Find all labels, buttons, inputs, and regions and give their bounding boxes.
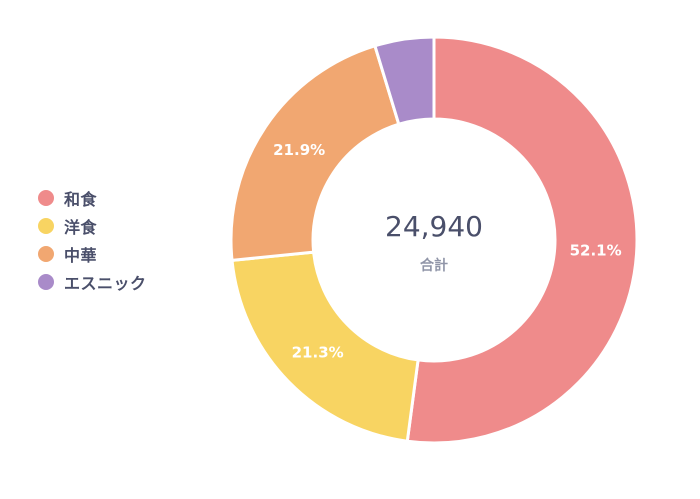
legend-item-yoshoku[interactable]: 洋食 bbox=[38, 217, 147, 237]
slice-value-label: 52.1% bbox=[570, 242, 622, 260]
legend-swatch bbox=[38, 246, 54, 262]
legend-label: 洋食 bbox=[64, 218, 98, 237]
legend-swatch bbox=[38, 190, 54, 206]
donut-slice[interactable] bbox=[230, 250, 420, 443]
slice-value-label: 21.9% bbox=[273, 141, 325, 159]
slice-value-label: 21.3% bbox=[292, 344, 344, 362]
legend-label: 中華 bbox=[64, 246, 98, 265]
legend-item-washoku[interactable]: 和食 bbox=[38, 189, 147, 209]
center-total-value: 24,940 bbox=[385, 210, 483, 243]
donut-slice[interactable] bbox=[229, 43, 401, 263]
legend-label: 和食 bbox=[64, 190, 98, 209]
legend-item-chuka[interactable]: 中華 bbox=[38, 245, 147, 265]
slice-value-labels: 52.1% 21.3% 21.9% bbox=[273, 141, 622, 362]
legend-label: エスニック bbox=[64, 274, 147, 293]
legend: 和食 洋食 中華 エスニック bbox=[38, 189, 147, 293]
donut-slices bbox=[229, 35, 639, 445]
legend-item-ethnic[interactable]: エスニック bbox=[38, 273, 147, 293]
center-total-caption: 合計 bbox=[420, 257, 448, 274]
legend-swatch bbox=[38, 218, 54, 234]
donut-slice[interactable] bbox=[405, 35, 639, 445]
legend-swatch bbox=[38, 274, 54, 290]
donut-slice[interactable] bbox=[373, 35, 436, 127]
